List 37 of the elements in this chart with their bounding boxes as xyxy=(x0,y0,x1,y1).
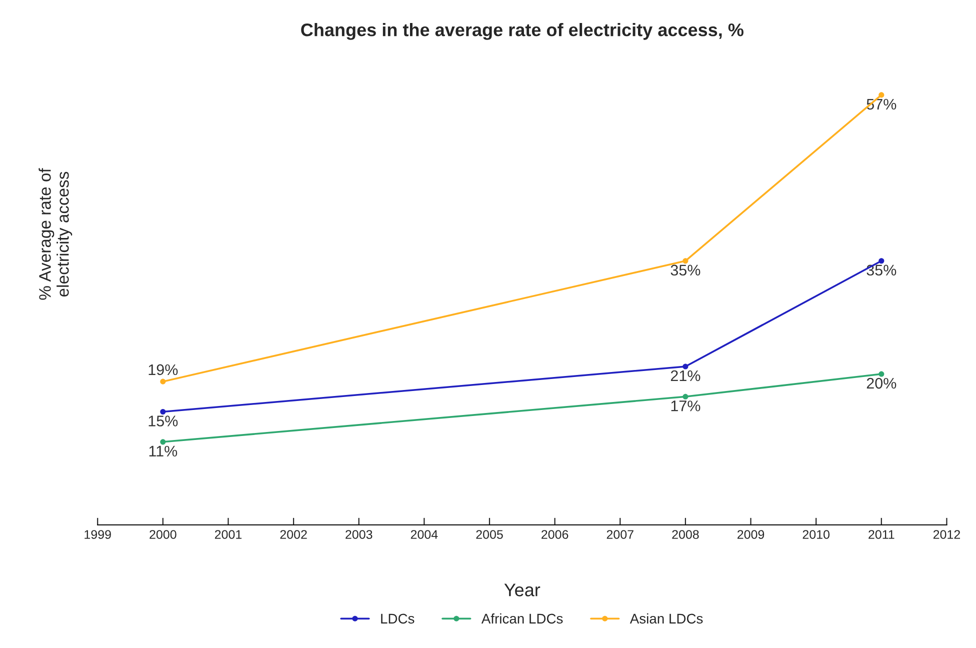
x-tick-label: 2006 xyxy=(542,530,568,539)
x-tick-label: 2011 xyxy=(868,530,894,539)
point xyxy=(682,394,688,400)
data-label: 21% xyxy=(670,370,700,382)
point xyxy=(160,439,166,445)
point xyxy=(878,258,884,264)
x-tick-label: 2000 xyxy=(150,530,176,539)
y-axis-title: % Average rate of electricity access xyxy=(38,168,72,300)
data-label: 17% xyxy=(671,400,700,412)
x-axis-title: Year xyxy=(504,584,540,596)
x-tick-label: 2010 xyxy=(802,530,830,539)
data-label: 19% xyxy=(148,364,178,376)
point xyxy=(878,371,884,377)
data-label: 35% xyxy=(866,264,896,276)
legend-label: Asian LDCs xyxy=(630,613,703,624)
x-tick-label: 2005 xyxy=(476,530,503,539)
point xyxy=(160,378,166,384)
point xyxy=(878,92,884,98)
x-tick-label: 2001 xyxy=(214,530,242,539)
x-tick-label: 2004 xyxy=(410,530,438,539)
data-label: 11% xyxy=(149,446,178,457)
x-tick-label: 2008 xyxy=(672,530,699,539)
point xyxy=(682,364,688,370)
x-tick-label: 2003 xyxy=(346,530,372,539)
x-tick-label: 2002 xyxy=(280,530,307,539)
x-tick-label: 2009 xyxy=(737,530,764,539)
point xyxy=(160,408,166,415)
legend-label: African LDCs xyxy=(481,613,563,624)
x-tick-label: 2007 xyxy=(606,530,634,539)
legend-label: LDCs xyxy=(381,614,414,624)
x-tick-label: 1999 xyxy=(84,530,111,539)
data-label: 15% xyxy=(148,416,178,426)
point xyxy=(682,258,688,264)
x-tick-label: 2012 xyxy=(933,530,960,539)
chart-title: Changes in the average rate of electricity access, % xyxy=(301,23,744,40)
data-label: 20% xyxy=(866,378,896,389)
data-label: 35% xyxy=(670,264,700,276)
